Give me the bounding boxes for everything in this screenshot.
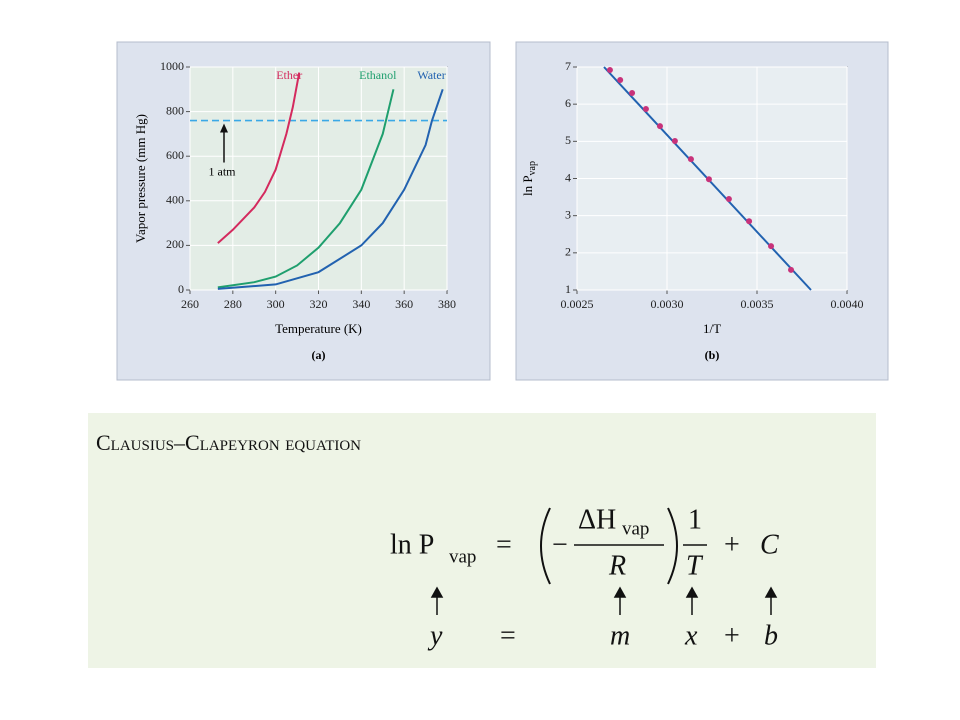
eq-numerator-sub: vap (622, 518, 649, 539)
point (656, 123, 663, 130)
eq-equals2: = (500, 620, 516, 651)
eq-numerator: ΔH (578, 504, 616, 535)
y-tick-label: 800 (166, 103, 184, 117)
point (687, 156, 694, 163)
point (671, 137, 678, 144)
x-tick-label: 280 (224, 297, 242, 311)
y-axis-label-main: Vapor pressure (mm Hg) (133, 114, 148, 243)
y-axis-label-main: ln P (520, 175, 535, 196)
point (725, 195, 732, 202)
eq-denominator: R (608, 550, 626, 581)
x-tick-label: 380 (438, 297, 456, 311)
eq-t: T (686, 550, 704, 581)
y-tick-label: 2 (565, 245, 571, 259)
point (606, 66, 613, 73)
x-tick-label: 0.0025 (561, 297, 594, 311)
eq-one: 1 (688, 504, 702, 535)
eq-b: b (764, 620, 778, 651)
curve (217, 88, 444, 290)
eq-x: x (684, 620, 698, 651)
point (642, 105, 649, 112)
equation-title: Clausius–Clapeyron equation (96, 430, 361, 455)
y-tick-label: 1 (565, 282, 571, 296)
curve (217, 72, 301, 244)
y-tick-label: 600 (166, 148, 184, 162)
legend-label: Water (417, 68, 445, 82)
curve (217, 89, 395, 289)
y-axis-label: Vapor pressure (mm Hg) (133, 114, 148, 243)
y-tick-label: 3 (565, 207, 571, 221)
y-tick-label: 0 (178, 282, 184, 296)
x-tick-label: 260 (181, 297, 199, 311)
x-tick-label: 0.0035 (741, 297, 774, 311)
eq-lhs: ln P (390, 529, 434, 560)
point (617, 77, 624, 84)
eq-plus2: + (724, 620, 740, 651)
x-tick-label: 300 (267, 297, 285, 311)
x-tick-label: 0.0040 (831, 297, 864, 311)
equation-box (88, 413, 876, 668)
y-tick-label: 400 (166, 193, 184, 207)
y-tick-label: 5 (565, 133, 571, 147)
eq-c: C (760, 529, 779, 560)
x-axis-label: Temperature (K) (275, 321, 362, 336)
y-axis-label: ln Pvap (520, 161, 538, 196)
point (705, 176, 712, 183)
reference-label: 1 atm (209, 164, 237, 178)
legend-label: Ethanol (359, 68, 397, 82)
x-tick-label: 360 (395, 297, 413, 311)
x-tick-label: 340 (352, 297, 370, 311)
eq-lhs-sub: vap (449, 546, 476, 567)
legend-label: Ether (276, 68, 302, 82)
eq-m: m (610, 620, 630, 651)
y-tick-label: 200 (166, 237, 184, 251)
eq-equals: = (496, 529, 512, 560)
x-tick-label: 0.0030 (651, 297, 684, 311)
caption: (b) (705, 348, 720, 362)
paren-right (667, 507, 678, 585)
y-axis-label-sub: vap (527, 161, 538, 175)
y-tick-label: 4 (565, 170, 571, 184)
paren-left (540, 507, 551, 585)
point (768, 243, 775, 250)
x-tick-label: 320 (310, 297, 328, 311)
y-tick-label: 7 (565, 59, 571, 73)
y-tick-label: 6 (565, 96, 571, 110)
arrow-head (220, 123, 228, 133)
eq-arrows (430, 586, 778, 615)
point (629, 90, 636, 97)
eq-plus: + (724, 529, 740, 560)
eq-minus: − (552, 529, 568, 560)
point (788, 266, 795, 273)
point (746, 218, 753, 225)
x-axis-label: 1/T (703, 321, 721, 336)
caption: (a) (312, 348, 326, 362)
y-tick-label: 1000 (160, 59, 184, 73)
eq-y: y (427, 620, 443, 651)
